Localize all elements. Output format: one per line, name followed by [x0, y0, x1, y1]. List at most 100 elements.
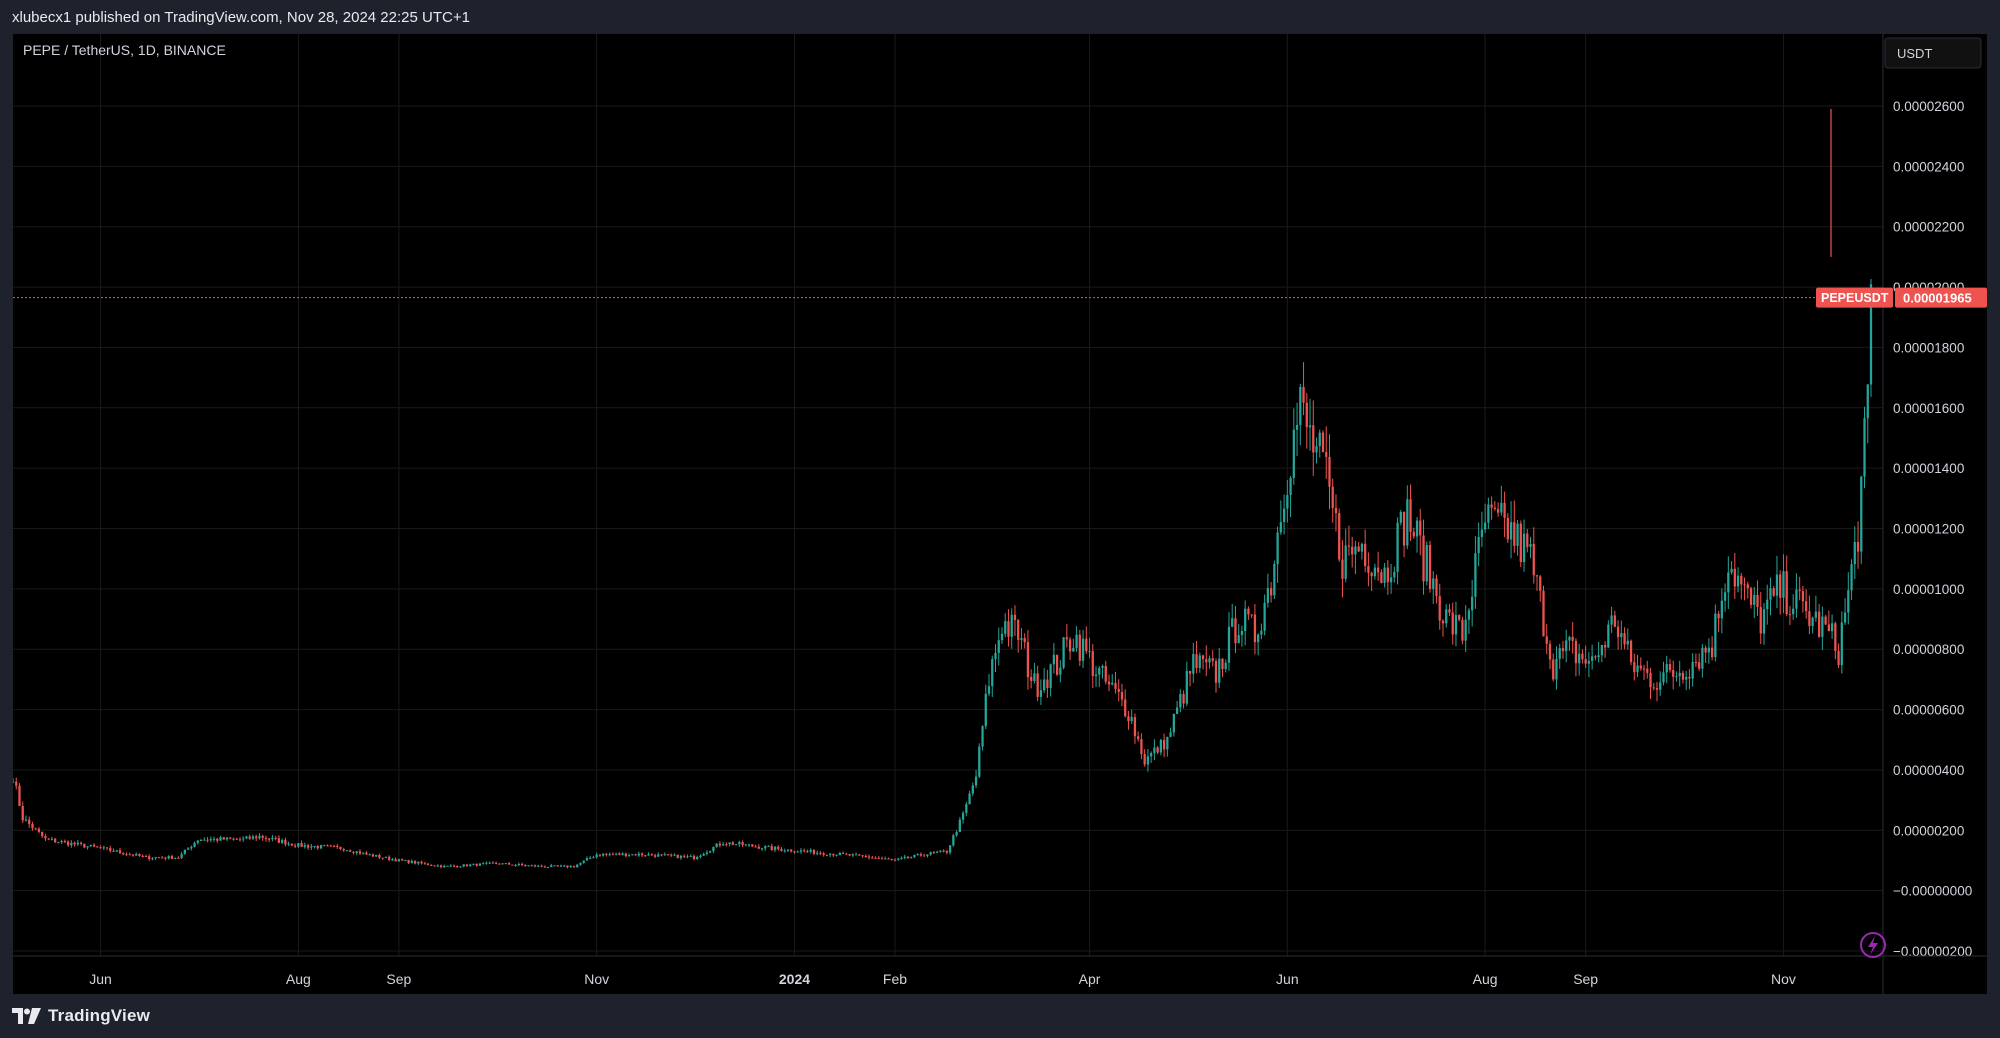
candle-body [1464, 619, 1467, 641]
candle [1727, 556, 1730, 610]
candle [1824, 614, 1827, 626]
candle-body [1078, 634, 1081, 661]
candle [984, 684, 987, 730]
candle [709, 850, 712, 854]
candle [1023, 633, 1026, 649]
candle [589, 856, 592, 859]
candle [1814, 595, 1818, 622]
candle [452, 864, 456, 868]
currency-button[interactable]: USDT [1884, 37, 1982, 69]
candle [1020, 628, 1023, 650]
candle-body [897, 858, 900, 860]
candle-body [154, 857, 157, 859]
candle-body [1659, 682, 1662, 690]
candle [1013, 605, 1017, 636]
candle-body [1545, 636, 1548, 644]
candle [316, 845, 319, 851]
candle [1646, 660, 1649, 679]
candle-body [1749, 588, 1753, 605]
candle-body [1013, 614, 1017, 621]
candle [1065, 624, 1068, 648]
time-axis[interactable]: Jun Aug Sep Nov 2024 Feb Apr Jun Aug Sep Nov [13, 955, 1987, 987]
candle [721, 842, 725, 846]
candle-body [566, 865, 569, 868]
candle [222, 836, 225, 840]
brand-name: TradingView [48, 1006, 151, 1025]
candle-body [936, 851, 939, 853]
candle-body [1529, 543, 1532, 547]
candle [1516, 520, 1519, 556]
candle-body [569, 866, 572, 868]
candle-body [741, 842, 744, 846]
candle-body [459, 866, 462, 868]
candle [1704, 645, 1707, 663]
candle-body [501, 863, 504, 865]
candle [751, 844, 754, 848]
candle-body [1218, 658, 1221, 683]
candle-body [511, 864, 514, 866]
candle-body [439, 865, 443, 868]
candle-body [1224, 662, 1227, 670]
candle [1435, 574, 1438, 604]
candle [378, 853, 381, 860]
lightning-icon[interactable] [1860, 932, 1886, 958]
candle-body [1649, 672, 1652, 688]
candle [443, 864, 446, 868]
candle-body [1023, 638, 1026, 643]
candle [44, 833, 47, 842]
candle [644, 855, 647, 857]
candle [1847, 572, 1850, 625]
candle-body [1062, 637, 1065, 668]
candle-body [478, 863, 482, 866]
candle [1010, 608, 1013, 649]
tradingview-logo[interactable]: TradingView [12, 1006, 150, 1026]
candle-body [112, 850, 115, 852]
candle-body [987, 686, 991, 694]
price-axis[interactable]: 0.000026000.000024000.000022000.00002000… [1882, 34, 1972, 994]
chart-panel[interactable]: 0.00002600 0.00002400 0.00002200 0.00002000… [11, 34, 1987, 994]
candle [1863, 406, 1866, 489]
candle-body [1435, 578, 1438, 597]
candle-body [1539, 576, 1542, 591]
candle-body [1240, 631, 1244, 636]
candle [1205, 645, 1208, 677]
price-chart[interactable]: 0.000026000.000024000.000022000.00002000… [11, 34, 1987, 994]
candle-body [167, 856, 170, 859]
candle-body [352, 851, 355, 853]
candle [764, 845, 767, 851]
candle [264, 835, 268, 842]
candle-body [1616, 626, 1620, 638]
candle-body [653, 855, 657, 857]
candle-body [1746, 584, 1749, 589]
candle [605, 852, 608, 857]
candle [890, 858, 893, 861]
candle-body [507, 863, 511, 865]
candle-body [261, 835, 264, 838]
candle-body [1561, 648, 1565, 652]
candle-body [391, 859, 394, 861]
candle [329, 844, 332, 847]
candle-body [1840, 622, 1843, 666]
candle-body [115, 850, 118, 852]
candle-body [1172, 713, 1175, 733]
candle [362, 852, 365, 855]
candle [216, 837, 219, 843]
candle [1675, 671, 1678, 682]
candle-body [1085, 638, 1088, 652]
candle [310, 843, 313, 850]
candle [400, 858, 404, 862]
candle [1331, 478, 1334, 523]
candle-body [1399, 512, 1402, 523]
candle [70, 840, 73, 848]
candle-body [1185, 670, 1188, 704]
candle [83, 843, 86, 849]
candle [76, 839, 79, 847]
y-tick-label: 0.00001600 [1893, 401, 1964, 416]
candle-body [1668, 664, 1672, 670]
candle [1474, 536, 1477, 609]
candle [1834, 621, 1837, 660]
candle-body [550, 865, 553, 867]
candle-body [225, 837, 229, 840]
candle-body [1477, 536, 1480, 554]
candle-body [297, 843, 300, 847]
